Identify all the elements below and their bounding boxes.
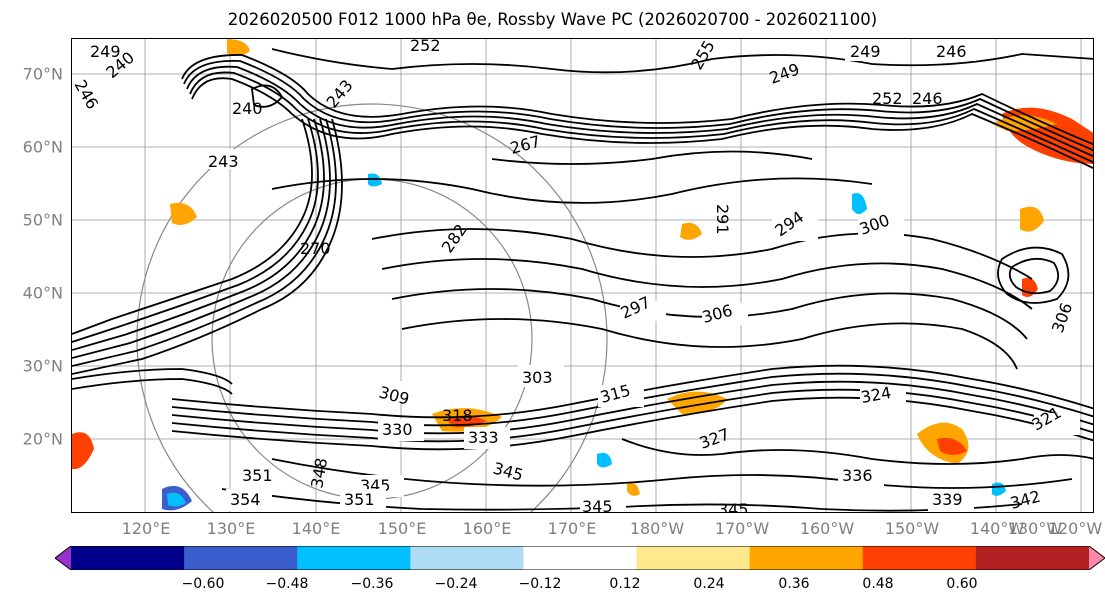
lon-label: 120°E: [121, 519, 171, 538]
colorbar-segment: [1089, 546, 1105, 570]
colorbar-segment: [862, 546, 977, 570]
lon-label: 170°W: [714, 519, 770, 538]
contour-label: 249: [767, 59, 802, 87]
contour-label: 306: [1048, 300, 1076, 335]
colorbar-tick-label: −0.36: [350, 576, 394, 592]
lon-label: 150°E: [377, 519, 427, 538]
contour-label: 336: [842, 466, 873, 485]
contour-label: 249: [90, 42, 121, 61]
colorbar-tick-label: −0.24: [434, 576, 478, 592]
contour-label: 342: [1008, 487, 1042, 513]
contour-label: 252: [410, 39, 441, 55]
lon-label: 140°E: [291, 519, 341, 538]
contour-label: 348: [307, 456, 331, 489]
contour-label: 318: [442, 406, 473, 425]
colorbar-tick-label: −0.12: [518, 576, 562, 592]
contour-label: 270: [300, 239, 331, 258]
lat-label: 60°N: [22, 137, 63, 157]
contour-label: 327: [697, 424, 732, 452]
contour-label: 333: [468, 428, 499, 447]
contour-label: 255: [687, 39, 719, 73]
contour-label: 282: [438, 220, 471, 256]
lon-label: 150°W: [884, 519, 940, 538]
map-canvas: 249 246 240 240 243 252 255 249 249 246 …: [72, 39, 1093, 513]
contour-label: 246: [912, 89, 943, 108]
lon-label: 130°W: [1007, 519, 1063, 538]
lon-label: 160°W: [799, 519, 855, 538]
map-panel: 249 246 240 240 243 252 255 249 249 246 …: [71, 38, 1094, 513]
contour-label: 291: [713, 204, 732, 235]
lat-label: 70°N: [22, 64, 63, 84]
colorbar-segment: [410, 546, 524, 570]
lat-label: 30°N: [22, 356, 63, 376]
contour-label: 303: [522, 368, 553, 387]
contour-label: 345: [582, 497, 613, 513]
colorbar-segment: [636, 546, 751, 570]
contour-label: 249: [850, 42, 881, 61]
colorbar-segment: [749, 546, 864, 570]
colorbar-tick-label: −0.60: [181, 576, 225, 592]
lat-label: 40°N: [22, 283, 63, 303]
contour-label: 330: [382, 420, 413, 439]
lon-label: 130°E: [206, 519, 256, 538]
contour-label: 339: [932, 490, 963, 509]
contour-label: 252: [872, 89, 903, 108]
contour-label: 267: [508, 132, 542, 158]
contour-label: 246: [936, 42, 967, 61]
colorbar-segments: [55, 546, 1105, 570]
lat-label: 50°N: [22, 210, 63, 230]
colorbar-tick-label: 0.12: [609, 576, 641, 592]
contour-label: 240: [232, 99, 263, 118]
gridlines: [72, 39, 1093, 512]
colorbar-segment: [297, 546, 411, 570]
colorbar-tick-label: −0.48: [265, 576, 309, 592]
lon-label: 140°W: [969, 519, 1025, 538]
contour-label: 354: [230, 490, 261, 509]
lon-label: 180°W: [629, 519, 685, 538]
colorbar-tick-label: 0.48: [862, 576, 894, 592]
colorbar-segment: [55, 546, 71, 570]
colorbar-tick-label: 0.24: [693, 576, 725, 592]
colorbar-segment: [184, 546, 298, 570]
lat-label: 20°N: [22, 429, 63, 449]
lon-label: 120°W: [1047, 519, 1103, 538]
lon-label: 160°E: [462, 519, 512, 538]
theta-e-contours: [72, 48, 1093, 512]
contour-label: 351: [344, 490, 375, 509]
colorbar: [55, 546, 1105, 570]
colorbar-tick-label: 0.60: [946, 576, 978, 592]
colorbar-tick-label: 0.36: [778, 576, 810, 592]
colorbar-segment: [71, 546, 185, 570]
contour-label: 345: [718, 500, 749, 513]
lon-label: 170°E: [547, 519, 597, 538]
contour-label: 351: [242, 466, 273, 485]
contour-label: 246: [72, 77, 102, 113]
colorbar-segment: [975, 546, 1090, 570]
map-title: 2026020500 F012 1000 hPa θe, Rossby Wave…: [227, 10, 878, 29]
colorbar-segment: [523, 546, 638, 570]
contour-label: 243: [208, 152, 239, 171]
contour-label: 243: [323, 76, 357, 112]
